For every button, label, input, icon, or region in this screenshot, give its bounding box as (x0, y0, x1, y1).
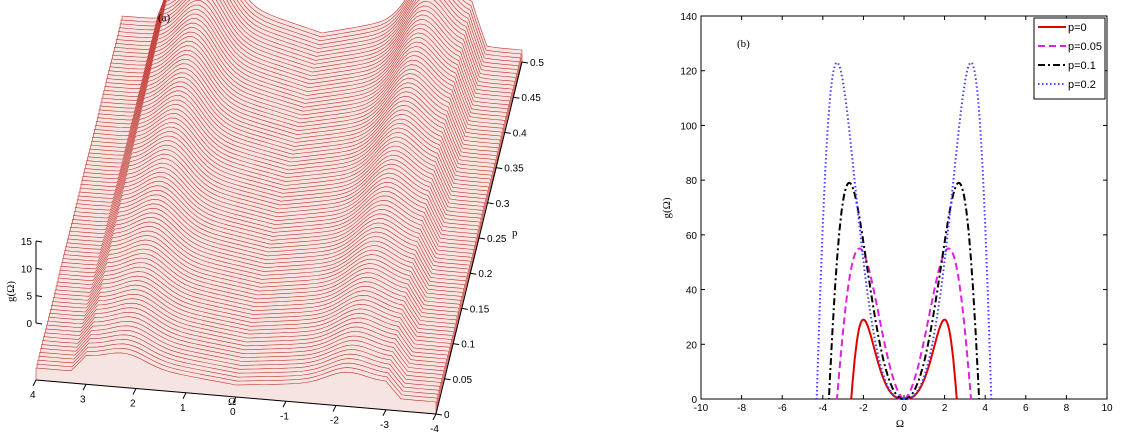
x-tick-label: 6 (1023, 403, 1029, 414)
x-tick-label: -8 (737, 403, 746, 414)
x-tick-label: 2 (942, 403, 948, 414)
omega-tick-mark (332, 405, 337, 412)
omega-tick-label: -3 (380, 420, 389, 431)
omega-tick-mark (132, 388, 137, 395)
p-tick-mark (435, 413, 443, 416)
p-tick-mark (496, 167, 503, 170)
p-tick-label: 0.25 (487, 234, 507, 245)
omega-tick-mark (182, 392, 187, 399)
omega-tick-label: 0 (230, 407, 236, 418)
surface-plot-a: 4 3 2 1 0 -1 -2 -3 -4 00.050.10.150.20.250.30.35… (5, 0, 544, 432)
y-tick-label: 0 (691, 395, 697, 406)
omega-tick-mark (32, 379, 37, 387)
p-tick-label: 0.5 (530, 58, 544, 69)
x-tick-label: -4 (818, 403, 827, 414)
omega-tick-label: 2 (130, 399, 136, 410)
legend-label: p=0.2 (1068, 79, 1096, 91)
p-tick-mark (461, 307, 468, 310)
z-tick-label: 0 (26, 319, 32, 330)
x-axis-label-b: Ω (896, 418, 904, 430)
p-tick-mark (470, 272, 477, 275)
line-plot-b: -10 -8 -6 -4 -2 0 2 4 6 8 10 0 20 40 60 80 100 120 140 (b… (661, 12, 1113, 430)
series-curve (827, 181, 904, 400)
omega-tick-labels: 4 3 2 1 0 -1 -2 -3 -4 (30, 379, 439, 432)
omega-tick-label: 3 (80, 394, 86, 405)
y-tick-label: 80 (686, 176, 698, 187)
x-tick-label: -2 (859, 403, 868, 414)
x-tick-label: 4 (982, 403, 988, 414)
p-tick-label: 0.35 (504, 164, 524, 175)
z-tick-labels: 0 5 10 15 (21, 237, 43, 330)
series-curve (836, 247, 905, 400)
curves (815, 61, 993, 400)
legend: p=0 p=0.05 p=0.1 p=0.2 (1033, 17, 1106, 100)
omega-tick-label: -1 (280, 411, 289, 422)
z-tick-label: 10 (21, 264, 33, 275)
series-curve (815, 61, 904, 400)
series-curve (904, 61, 993, 400)
p-tick-mark (521, 61, 529, 64)
panel-a-label: (a) (158, 12, 171, 24)
p-axis-label: p (512, 227, 518, 239)
legend-box (1033, 17, 1106, 100)
z-tick-mark (35, 267, 43, 270)
y-tick-label: 100 (680, 121, 697, 132)
y-tick-label: 40 (686, 286, 698, 297)
x-tick-label: 10 (1101, 403, 1113, 414)
y-tick-label: 20 (686, 340, 698, 351)
p-tick-label: 0.1 (461, 340, 475, 351)
z-tick-label: 15 (21, 237, 33, 248)
z-axis-label: g(Ω) (5, 281, 17, 302)
p-tick-mark (504, 131, 511, 134)
p-tick-label: 0.45 (521, 93, 541, 104)
omega-tick-mark (232, 396, 237, 404)
x-tick-label: -6 (778, 403, 787, 414)
z-tick-mark (35, 322, 43, 325)
p-tick-label: 0.05 (453, 375, 473, 386)
series-curve (903, 247, 972, 400)
y-tick-label: 120 (680, 67, 697, 78)
omega-tick-label: 1 (180, 403, 186, 414)
p-tick-label: 0 (444, 410, 450, 421)
omega-tick-mark (82, 384, 87, 391)
p-tick-label: 0.3 (496, 199, 510, 210)
panel-b-label: (b) (737, 38, 750, 50)
x-tick-label: 0 (901, 403, 907, 414)
omega-tick-label: -4 (430, 424, 439, 432)
p-tick-mark (513, 96, 520, 99)
y-tick-labels: 0 20 40 60 80 100 120 140 (680, 12, 1107, 406)
surface-mesh (35, 0, 523, 415)
omega-tick-mark (432, 413, 437, 421)
p-tick-mark (487, 202, 494, 205)
surface-strip (35, 352, 437, 415)
p-tick-mark (478, 237, 486, 240)
x-tick-label: -10 (694, 403, 709, 414)
series-curve (904, 181, 981, 400)
omega-tick-mark (282, 401, 287, 408)
z-tick-mark (35, 240, 43, 243)
legend-label: p=0.1 (1068, 60, 1096, 72)
p-tick-mark (444, 378, 451, 381)
y-tick-label: 140 (680, 12, 697, 23)
p-tick-label: 0.2 (478, 269, 492, 280)
omega-tick-label: 4 (30, 390, 36, 401)
z-tick-label: 5 (26, 292, 32, 303)
omega-tick-mark (382, 409, 387, 416)
omega-tick-label: -2 (330, 416, 339, 427)
p-tick-label: 0.4 (513, 128, 527, 139)
omega-axis-label-a: Ω (228, 396, 236, 408)
p-tick-mark (453, 343, 460, 346)
p-tick-label: 0.15 (470, 304, 490, 315)
y-axis-label-b: g(Ω) (661, 197, 673, 218)
x-tick-label: 8 (1064, 403, 1070, 414)
y-tick-label: 60 (686, 231, 698, 242)
legend-label: p=0 (1068, 22, 1087, 34)
legend-label: p=0.05 (1068, 41, 1102, 53)
z-tick-mark (35, 295, 43, 298)
p-tick-labels: 0 0.05 0.1 0.15 0.2 0.25 0.3 0.35 0.4 0.45 0.5 (435, 58, 544, 421)
